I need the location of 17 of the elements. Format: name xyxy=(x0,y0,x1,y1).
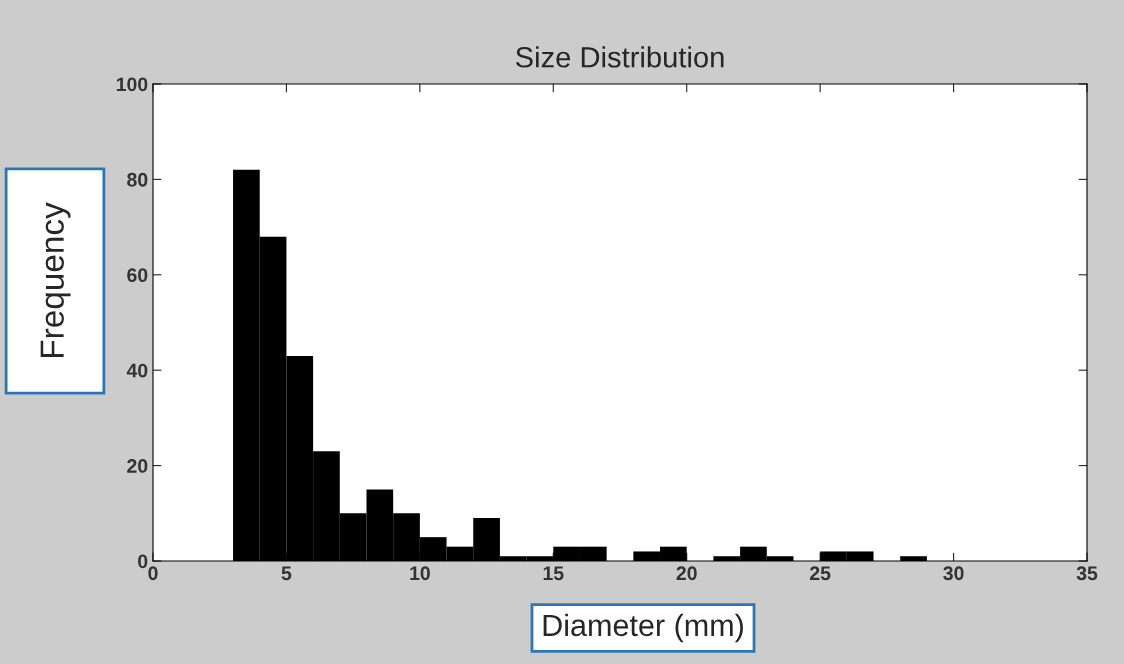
x-tick-label: 25 xyxy=(810,566,831,581)
chart-title: Size Distribution xyxy=(515,46,724,68)
y-tick-label: 80 xyxy=(127,172,148,187)
y-tick-label: 60 xyxy=(127,268,148,283)
x-tick-label: 5 xyxy=(281,566,292,581)
y-tick-label: 40 xyxy=(126,363,148,378)
x-tick-label: 20 xyxy=(676,566,697,581)
x-tick-label: 0 xyxy=(148,566,158,581)
y-tick-label: 100 xyxy=(116,77,148,92)
y-tick-label: 0 xyxy=(138,554,148,569)
y-tick-label: 20 xyxy=(127,459,148,473)
x-tick-label: 30 xyxy=(943,566,964,581)
x-tick-label: 10 xyxy=(410,566,430,581)
y-axis-title: Frequency xyxy=(40,202,71,357)
x-tick-label: 15 xyxy=(543,566,564,581)
x-axis-title: Diameter (mm) xyxy=(543,613,743,643)
x-tick-label: 35 xyxy=(1076,566,1098,581)
